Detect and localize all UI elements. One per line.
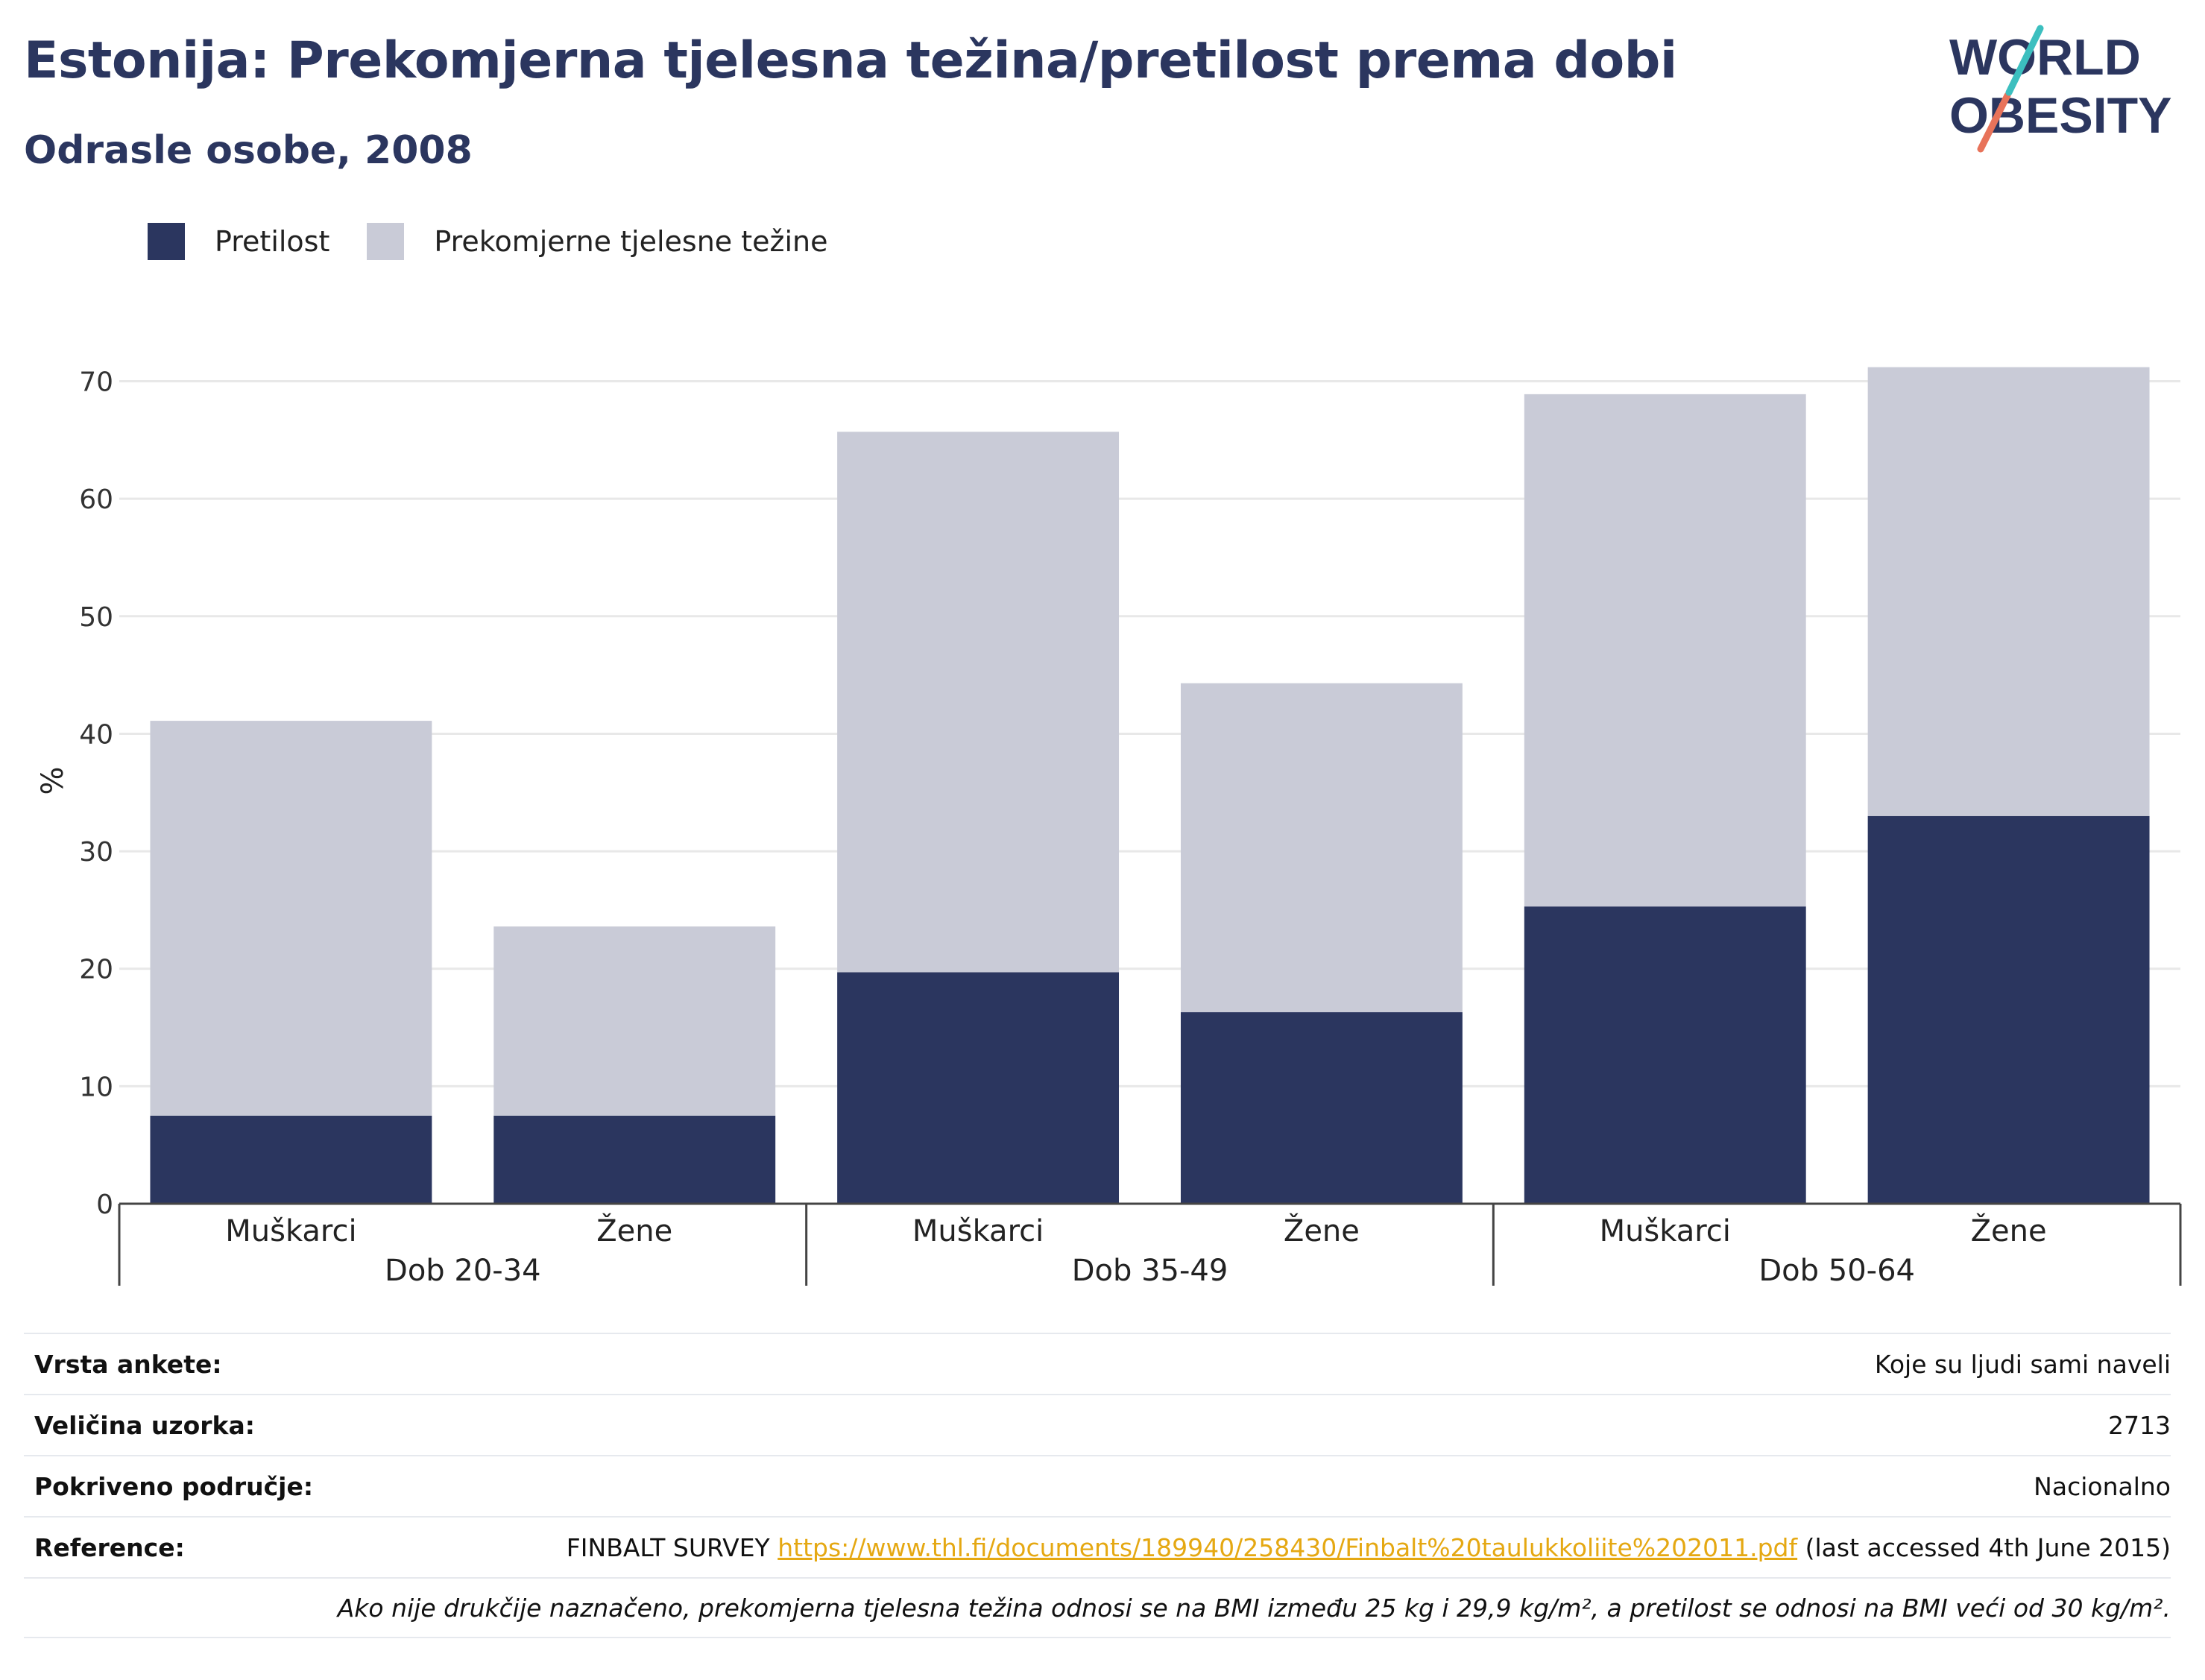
y-tick-label: 40 <box>79 719 113 750</box>
bar-prekomjerne <box>1524 394 1806 907</box>
x-tick-label: Žene <box>596 1213 672 1248</box>
chart-legend: Pretilost Prekomjerne tjelesne težine <box>148 221 865 262</box>
logo-text-world: WORLD <box>1949 29 2141 86</box>
group-label: Dob 35-49 <box>1072 1254 1228 1288</box>
info-row-note: Ako nije drukčije naznačeno, prekomjerna… <box>24 1577 2171 1638</box>
info-row-survey-type: Vrsta ankete: Koje su ljudi sami naveli <box>24 1333 2171 1394</box>
y-tick-label: 60 <box>79 484 113 515</box>
legend-swatch-prekomjerne <box>367 223 405 260</box>
bar-prekomjerne <box>837 432 1120 973</box>
bar-prekomjerne <box>493 926 776 1116</box>
survey-type-value: Koje su ljudi sami naveli <box>1874 1349 2171 1379</box>
world-obesity-logo: WORLD OBESITY <box>1949 25 2172 153</box>
bar-pretilost <box>837 972 1120 1204</box>
bar-chart: 0 10 20 30 40 50 60 70% Muškarci Žene Muškarci Žene… <box>36 367 2182 1288</box>
legend-label-prekomjerne: Prekomjerne tjelesne težine <box>434 225 828 258</box>
chart-subtitle: Odrasle osobe, 2008 <box>24 128 473 173</box>
y-tick-label: 0 <box>96 1190 113 1220</box>
x-tick-label: Muškarci <box>225 1214 356 1248</box>
logo-slash-coral <box>1977 92 2011 153</box>
y-tick-label: 10 <box>79 1072 113 1102</box>
x-tick-label: Žene <box>1284 1213 1360 1248</box>
info-row-reference: Reference: FINBALT SURVEY https://www.th… <box>24 1516 2171 1577</box>
reference-prefix: FINBALT SURVEY <box>566 1532 770 1562</box>
group-label: Dob 20-34 <box>385 1254 541 1288</box>
bar-pretilost <box>150 1115 432 1204</box>
y-tick-label: 30 <box>79 837 113 868</box>
y-tick-label: 70 <box>79 367 113 398</box>
group-label: Dob 50-64 <box>1758 1254 1915 1288</box>
logo-slash-teal <box>2005 25 2044 96</box>
bar-pretilost <box>1180 1012 1463 1204</box>
y-axis-label: % <box>36 766 70 795</box>
reference-value: FINBALT SURVEY https://www.thl.fi/docume… <box>567 1533 2171 1562</box>
x-tick-label: Muškarci <box>1600 1214 1731 1248</box>
bar-prekomjerne <box>150 721 432 1116</box>
sample-size-label: Veličina uzorka: <box>34 1410 255 1440</box>
definition-note: Ako nije drukčije naznačeno, prekomjerna… <box>337 1593 2171 1623</box>
coverage-value: Nacionalno <box>2034 1471 2171 1501</box>
legend-swatch-pretilost <box>148 223 185 260</box>
bar-pretilost <box>493 1115 776 1204</box>
reference-label: Reference: <box>34 1532 185 1562</box>
info-row-coverage: Pokriveno područje: Nacionalno <box>24 1455 2171 1516</box>
logo-text-obesity: OBESITY <box>1949 87 2172 144</box>
reference-suffix: (last accessed 4th June 2015) <box>1805 1532 2171 1562</box>
survey-info-table: Vrsta ankete: Koje su ljudi sami naveli … <box>24 1333 2171 1638</box>
survey-type-label: Vrsta ankete: <box>34 1349 222 1379</box>
bar-prekomjerne <box>1867 367 2150 816</box>
reference-link[interactable]: https://www.thl.fi/documents/189940/2584… <box>777 1532 1798 1562</box>
legend-item-pretilost[interactable]: Pretilost <box>148 223 329 260</box>
y-tick-label: 20 <box>79 955 113 985</box>
info-row-sample-size: Veličina uzorka: 2713 <box>24 1394 2171 1455</box>
sample-size-value: 2713 <box>2108 1410 2171 1440</box>
coverage-label: Pokriveno područje: <box>34 1471 314 1501</box>
x-tick-label: Muškarci <box>912 1214 1044 1248</box>
bar-pretilost <box>1524 906 1806 1204</box>
chart-title: Estonija: Prekomjerna tjelesna težina/pr… <box>24 31 1677 90</box>
bar-prekomjerne <box>1180 683 1463 1013</box>
legend-label-pretilost: Pretilost <box>215 225 330 258</box>
x-tick-label: Žene <box>1971 1213 2047 1248</box>
bar-pretilost <box>1867 815 2150 1204</box>
legend-item-prekomjerne[interactable]: Prekomjerne tjelesne težine <box>367 223 828 260</box>
y-tick-label: 50 <box>79 602 113 633</box>
